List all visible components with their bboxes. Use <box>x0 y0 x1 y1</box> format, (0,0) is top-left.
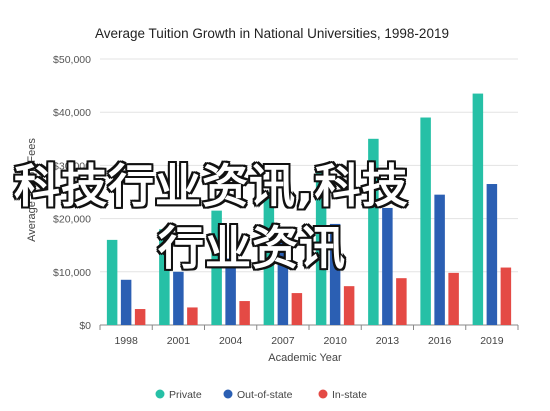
y-tick-label: $40,000 <box>53 107 91 119</box>
x-tick-label: 2004 <box>219 335 243 347</box>
y-tick-label: $50,000 <box>53 54 91 66</box>
y-axis-ticks: $0 $10,000 $20,000 $30,000 $40,000 $50,000 <box>53 54 91 332</box>
chart-title: Average Tuition Growth in National Unive… <box>95 26 449 41</box>
x-axis-label: Academic Year <box>268 352 342 364</box>
x-tick-label: 2007 <box>271 335 295 347</box>
legend-marker <box>318 389 328 399</box>
legend: Private Out-of-state In-state <box>155 389 367 401</box>
bar-in-state-2016 <box>448 272 459 325</box>
x-tick-label: 2019 <box>480 335 504 347</box>
bar-out-of-state-2013 <box>382 207 393 325</box>
bar-private-2016 <box>420 117 431 326</box>
y-tick-label: $20,000 <box>53 214 91 226</box>
x-tick-label: 2013 <box>376 335 400 347</box>
gridlines <box>100 58 518 326</box>
bar-out-of-state-2019 <box>486 184 498 325</box>
bar-out-of-state-2010 <box>329 223 341 325</box>
bar-in-state-2007 <box>291 293 303 325</box>
legend-label: In-state <box>332 389 367 401</box>
bar-in-state-2004 <box>239 301 250 325</box>
x-tick-label: 2010 <box>323 335 347 347</box>
bar-in-state-2019 <box>500 267 512 325</box>
bar-in-state-1998 <box>134 309 146 325</box>
bar-private-2001 <box>159 229 170 325</box>
bar-out-of-state-2004 <box>225 258 236 325</box>
legend-label: Private <box>169 389 202 401</box>
bar-out-of-state-2016 <box>434 194 445 325</box>
x-tick-label: 2001 <box>167 335 191 347</box>
bar-private-2007 <box>263 192 275 325</box>
bar-private-2010 <box>315 170 327 325</box>
bar-out-of-state-2007 <box>277 239 289 325</box>
bar-in-state-2001 <box>187 307 198 325</box>
bar-out-of-state-1998 <box>120 279 132 325</box>
legend-marker <box>223 389 233 399</box>
legend-marker <box>155 389 165 399</box>
bar-private-2004 <box>211 210 222 325</box>
y-tick-label: $10,000 <box>53 267 91 279</box>
bar-in-state-2013 <box>396 278 407 325</box>
bar-private-1998 <box>106 239 118 325</box>
bar-out-of-state-2001 <box>173 271 184 325</box>
bar-private-2013 <box>368 138 379 325</box>
legend-label: Out-of-state <box>237 389 293 401</box>
x-axis-ticks: 1998 2001 2004 2007 2010 2013 2016 2019 <box>99 325 519 347</box>
bar-in-state-2010 <box>343 286 355 325</box>
bars <box>106 93 512 326</box>
bar-private-2019 <box>472 93 484 325</box>
y-axis-label: Average Tuition Fees <box>26 138 38 242</box>
y-tick-label: $0 <box>79 320 91 332</box>
x-tick-label: 1998 <box>114 335 138 347</box>
y-tick-label: $30,000 <box>53 160 91 172</box>
x-tick-label: 2016 <box>428 335 452 347</box>
